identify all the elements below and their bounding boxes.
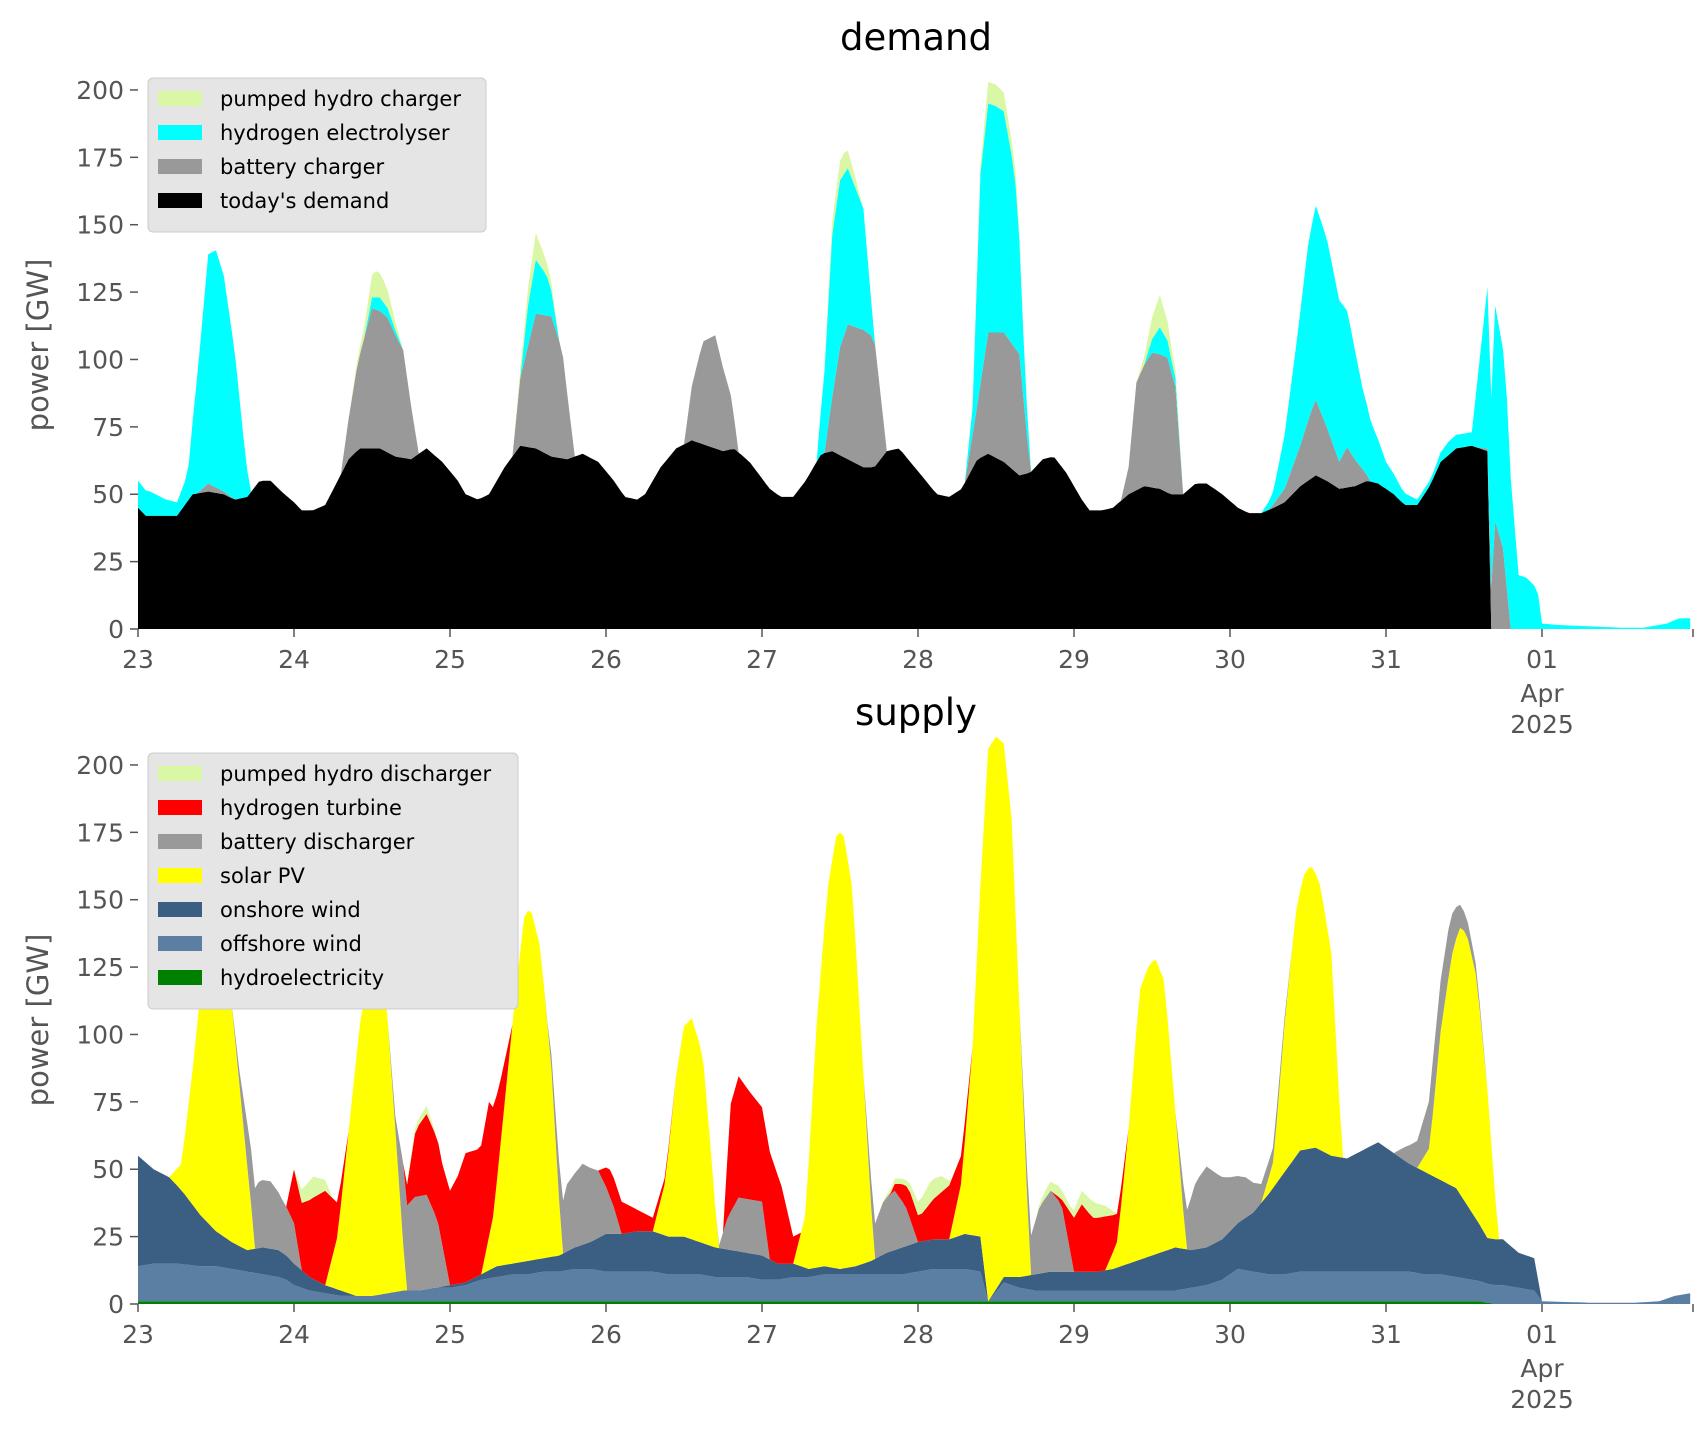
supply-x-tick-label: 23 [122,1320,154,1349]
demand-x-tick-label: 28 [902,645,934,674]
demand-panel: demand power [GW] 0 25 50 75 100 125 150 175 200… [21,16,1694,739]
demand-x-tick-label: 30 [1214,645,1246,674]
demand-legend-swatch [158,193,202,208]
supply-legend-swatch [158,868,202,883]
supply-x-tick-label: 30 [1214,1320,1246,1349]
supply-x-tick-year: 2025 [1510,1385,1574,1414]
supply-x-tick-label: 29 [1058,1320,1090,1349]
demand-x-tick-label: 23 [122,645,154,674]
demand-legend-swatch [158,159,202,174]
supply-x-tick-label: 01 [1526,1320,1558,1349]
demand-y-tick-label: 100 [76,345,124,374]
supply-y-tick-label: 100 [76,1020,124,1049]
demand-y-tick-label: 50 [92,480,124,509]
supply-y-tick-label: 75 [92,1088,124,1117]
supply-legend-box [147,752,519,1010]
demand-ylabel: power [GW] [21,259,55,432]
demand-y-tick-label: 175 [76,143,124,172]
supply-ylabel: power [GW] [21,934,55,1107]
demand-legend-swatch [158,125,202,140]
supply-legend-label: hydroelectricity [220,966,384,990]
demand-legend-label: pumped hydro charger [220,87,461,111]
supply-panel: supply power [GW] 0 25 50 75 100 125 150 175 200… [21,691,1694,1414]
demand-y-tick-label: 25 [92,548,124,577]
demand-x-tick-label: 29 [1058,645,1090,674]
demand-y-tick-label: 0 [108,615,124,644]
demand-legend-label: battery charger [220,155,385,179]
supply-x-tick-label: 24 [278,1320,310,1349]
supply-area-battery-discharger [138,736,1691,1303]
supply-y-tick-label: 125 [76,953,124,982]
supply-x-tick-label: 31 [1370,1320,1402,1349]
supply-y-tick-label: 50 [92,1155,124,1184]
demand-legend-swatch [158,91,202,106]
supply-legend-swatch [158,902,202,917]
supply-legend-swatch [158,834,202,849]
supply-x-tick-label: 26 [590,1320,622,1349]
supply-area-onshore-wind [138,1142,1691,1303]
demand-x-tick-label: 01 [1526,645,1558,674]
supply-legend: pumped hydro discharger hydrogen turbine b… [147,752,519,1010]
demand-area-battery-charger [138,308,1691,629]
supply-x-tick-label: 27 [746,1320,778,1349]
supply-area-solar-pv [138,736,1691,1303]
demand-y-tick-label: 125 [76,278,124,307]
demand-legend-label: hydrogen electrolyser [220,121,450,145]
demand-y-ticks: 0 25 50 75 100 125 150 175 200 [76,76,138,644]
demand-title: demand [840,16,992,59]
demand-x-tick-label: 24 [278,645,310,674]
supply-y-tick-label: 200 [76,751,124,780]
supply-legend-label: hydrogen turbine [220,796,402,820]
supply-legend-swatch [158,800,202,815]
supply-legend-swatch [158,936,202,951]
supply-legend-label: solar PV [220,864,305,888]
supply-legend-label: onshore wind [220,898,361,922]
demand-y-tick-label: 150 [76,211,124,240]
supply-x-tick-label: 28 [902,1320,934,1349]
supply-y-tick-label: 150 [76,886,124,915]
supply-legend-swatch [158,766,202,781]
demand-x-tick-label: 26 [590,645,622,674]
supply-y-tick-label: 25 [92,1223,124,1252]
supply-y-tick-label: 0 [108,1290,124,1319]
demand-series-areas [138,81,1691,629]
demand-x-tick-year: 2025 [1510,710,1574,739]
supply-area-offshore-wind [138,1263,1691,1304]
supply-legend-label: battery discharger [220,830,415,854]
demand-area-today-s-demand [138,440,1691,629]
supply-y-ticks: 0 25 50 75 100 125 150 175 200 [76,751,138,1319]
demand-y-tick-label: 75 [92,413,124,442]
demand-legend: pumped hydro charger hydrogen electrolyse… [147,77,487,233]
supply-title: supply [855,691,977,734]
demand-x-tick-label: 31 [1370,645,1402,674]
supply-legend-swatch [158,970,202,985]
demand-x-tick-label: 25 [434,645,466,674]
demand-legend-label: today's demand [220,189,389,213]
demand-y-tick-label: 200 [76,76,124,105]
supply-x-tick-label: 25 [434,1320,466,1349]
supply-series-areas [138,736,1691,1304]
demand-legend-box [147,77,487,233]
supply-legend-label: offshore wind [220,932,362,956]
supply-area-hydroelectricity [138,1301,1691,1304]
demand-x-tick-month: Apr [1520,679,1564,708]
supply-legend-label: pumped hydro discharger [220,762,491,786]
supply-y-tick-label: 175 [76,818,124,847]
demand-x-tick-label: 27 [746,645,778,674]
supply-x-tick-month: Apr [1520,1354,1564,1383]
